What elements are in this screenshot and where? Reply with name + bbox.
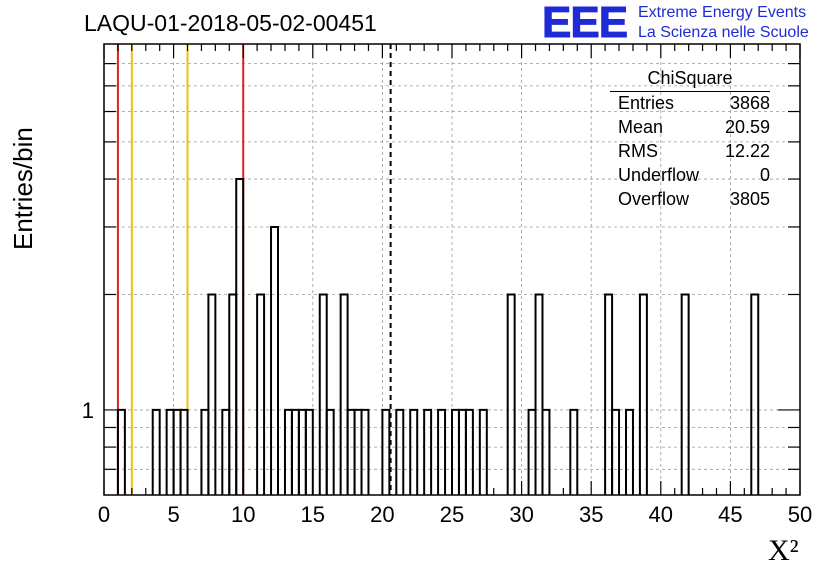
histogram-bin (638, 293, 648, 495)
histogram-bin (228, 293, 238, 495)
histogram-bin (256, 293, 266, 495)
x-tick-label: 40 (649, 502, 673, 527)
histogram-bin (569, 408, 579, 495)
histogram-bin (423, 408, 433, 495)
stat-row-underflow: Underflow 0 (618, 165, 770, 189)
histogram-bin (304, 408, 314, 495)
histogram-bin (451, 408, 460, 495)
histogram-bin (179, 408, 189, 495)
histogram-bin (464, 408, 474, 495)
x-tick-label: 20 (370, 502, 394, 527)
y-axis-label: Entries/bin (8, 127, 38, 250)
histogram-bin (165, 408, 175, 495)
histogram-bin (506, 293, 516, 495)
x-tick-label: 30 (509, 502, 533, 527)
stat-value: 3805 (729, 189, 770, 209)
histogram-bin (207, 293, 217, 495)
histogram-bin (116, 408, 126, 495)
histogram-bin (625, 408, 634, 495)
histogram-bin (437, 408, 447, 495)
histogram-bin (297, 408, 307, 495)
stat-label: Overflow (618, 189, 690, 209)
histogram-bin (353, 408, 363, 495)
histogram-bin (527, 408, 537, 495)
x-tick-label: 10 (231, 502, 255, 527)
x-tick-label: 50 (788, 502, 812, 527)
histogram-bin (151, 408, 161, 495)
histogram-bin (346, 408, 356, 495)
stat-label: Mean (618, 117, 664, 137)
stat-value: 20.59 (724, 117, 770, 137)
x-tick-label: 35 (579, 502, 603, 527)
page-title: LAQU-01-2018-05-02-00451 (84, 10, 377, 36)
x-tick-label: 45 (718, 502, 742, 527)
histogram-bins (116, 178, 760, 495)
stats-box: ChiSquare Entries 3868 Mean 20.59 RMS 12… (610, 66, 770, 216)
stat-label: RMS (618, 141, 658, 161)
stat-value: 12.22 (724, 141, 770, 161)
logo-mark: EEE (541, 0, 628, 48)
y-tick-label: 1 (82, 398, 94, 423)
histogram-bin (395, 408, 405, 495)
stat-row-mean: Mean 20.59 (618, 117, 770, 141)
histogram-bin (290, 408, 300, 495)
histogram-bin (283, 408, 293, 495)
stat-row-overflow: Overflow 3805 (618, 189, 770, 213)
x-tick-label: 0 (98, 502, 110, 527)
histogram-bin (318, 293, 328, 495)
histogram-bin (270, 225, 279, 495)
histogram-bin (360, 408, 370, 495)
histogram-bin (325, 408, 335, 495)
histogram-bin (409, 408, 419, 495)
logo-line-2: La Scienza nelle Scuole (638, 24, 809, 41)
stat-label: Entries (618, 93, 675, 113)
histogram-bin (381, 408, 391, 495)
histogram-bin (200, 408, 210, 495)
stat-row-entries: Entries 3868 (618, 93, 770, 117)
histogram-bin (172, 408, 182, 495)
plot-frame (103, 43, 801, 496)
histogram-bin (604, 293, 614, 495)
eee-logo: EEE Extreme Energy Events La Scienza nel… (541, 0, 832, 48)
histogram-bin (478, 408, 488, 495)
histogram-bin (457, 408, 467, 495)
histogram-bin (611, 408, 621, 495)
x-tick-labels: 0 5 10 15 20 25 30 35 40 45 50 (98, 502, 812, 527)
y-tick-labels: 1 (82, 398, 94, 423)
x-tick-label: 25 (440, 502, 464, 527)
x-axis-label: X² (768, 534, 799, 567)
axis-ticks (103, 44, 801, 495)
histogram-bin (541, 408, 551, 495)
stat-row-rms: RMS 12.22 (618, 141, 770, 165)
stat-value: 3868 (729, 93, 770, 113)
stats-title: ChiSquare (647, 68, 733, 88)
histogram-bin (221, 408, 231, 495)
histogram-bin (339, 293, 349, 495)
stat-value: 0 (759, 165, 770, 185)
histogram-bin (680, 293, 690, 495)
logo-line-1: Extreme Energy Events (638, 4, 807, 21)
stat-label: Underflow (618, 165, 700, 185)
histogram-bin (750, 293, 760, 495)
x-tick-label: 15 (301, 502, 325, 527)
histogram-bin (534, 293, 544, 495)
histogram-bin (235, 178, 245, 495)
x-tick-label: 5 (167, 502, 179, 527)
stats-divider (610, 91, 770, 92)
